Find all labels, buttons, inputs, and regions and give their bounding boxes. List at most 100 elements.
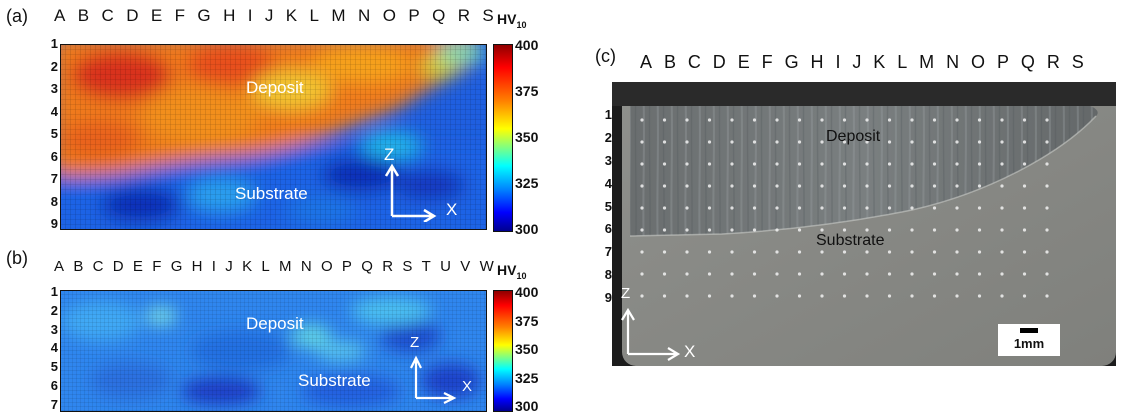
panel-b-unit: HV10	[497, 262, 527, 281]
row-label: 5	[604, 198, 612, 214]
indent-dot	[1022, 250, 1027, 254]
column-label: Q	[432, 6, 446, 25]
panel-c-label: (c)	[595, 46, 616, 66]
indent-dot	[977, 184, 982, 188]
indent-dot	[910, 118, 914, 122]
indent-dot	[1045, 294, 1049, 298]
indent-dot	[910, 140, 914, 144]
indent-dot	[1022, 272, 1027, 276]
column-label: F	[152, 258, 162, 275]
column-label: E	[737, 52, 750, 72]
indent-dot	[887, 206, 892, 210]
indent-dot	[662, 206, 667, 210]
panel-c-axis-z: Z	[621, 285, 631, 302]
indent-dot	[932, 140, 937, 144]
column-label: F	[761, 52, 773, 72]
indent-dot	[887, 250, 892, 254]
panel-a-axis-indicator	[380, 146, 450, 224]
column-label: B	[73, 258, 84, 275]
row-label: 2	[50, 302, 58, 318]
column-label: R	[1046, 52, 1060, 72]
indent-dot	[1022, 206, 1027, 210]
indent-dot	[955, 162, 959, 166]
column-label: B	[663, 52, 676, 72]
column-label: N	[358, 6, 371, 25]
row-label: 8	[604, 267, 612, 283]
column-label: O	[320, 258, 333, 275]
column-label: G	[784, 52, 799, 72]
indent-dot	[955, 228, 959, 232]
indent-dot	[640, 140, 644, 144]
row-label: 1	[50, 284, 58, 299]
indent-dot	[910, 250, 914, 254]
row-label: 6	[604, 221, 612, 237]
indent-dot	[685, 118, 689, 122]
indent-dot	[662, 140, 667, 144]
indent-dot	[820, 162, 824, 166]
indent-dot	[977, 118, 982, 122]
column-label: E	[150, 6, 163, 25]
indent-dot	[1045, 206, 1049, 210]
column-label: Q	[361, 258, 373, 275]
indent-dot	[1045, 184, 1049, 188]
indent-dot	[797, 140, 802, 144]
column-label: T	[421, 258, 431, 275]
panel-a-label: (a)	[6, 6, 28, 26]
panel-b-axis-indicator	[406, 346, 466, 406]
indent-dot	[707, 294, 712, 298]
row-label: 8	[50, 193, 58, 209]
column-label: J	[852, 52, 862, 72]
indent-dot	[730, 184, 734, 188]
column-label: S	[402, 258, 413, 275]
row-label: 2	[50, 58, 58, 74]
indent-dot	[730, 118, 734, 122]
indent-dot	[910, 294, 914, 298]
column-label: V	[460, 258, 471, 275]
indent-dot	[910, 272, 914, 276]
column-label: K	[285, 6, 298, 25]
panel-c-axis-indicator	[618, 296, 698, 362]
indent-dot	[1045, 250, 1049, 254]
column-label: N	[300, 258, 312, 275]
indent-dot	[662, 228, 667, 232]
colorbar-tick: 325	[515, 369, 539, 386]
indent-dot	[1022, 294, 1027, 298]
panel-c-deposit-label: Deposit	[826, 128, 881, 145]
indent-dot	[797, 250, 802, 254]
indent-dot	[752, 162, 757, 166]
indent-dot	[865, 140, 869, 144]
indent-dot	[865, 118, 869, 122]
indent-dot	[707, 272, 712, 276]
indent-dot	[820, 184, 824, 188]
indent-dot	[1022, 140, 1027, 144]
indent-dot	[1022, 162, 1027, 166]
indent-dot	[662, 294, 667, 298]
indent-dot	[730, 162, 734, 166]
indent-dot	[1045, 272, 1049, 276]
indent-dot	[887, 272, 892, 276]
indent-dot	[842, 206, 847, 210]
panel-a-row-labels: 1 2 3 4 5 6 7 8 9	[44, 36, 58, 231]
column-label: P	[996, 52, 1009, 72]
indent-dot	[752, 294, 757, 298]
panel-b-deposit-label: Deposit	[246, 314, 304, 333]
indent-dot	[955, 294, 959, 298]
indent-dot	[685, 184, 689, 188]
row-label: 7	[50, 396, 58, 412]
indent-dot	[775, 140, 779, 144]
indent-dot	[932, 206, 937, 210]
row-label: 5	[50, 126, 58, 141]
row-label: 4	[50, 340, 58, 356]
indent-dot	[775, 206, 779, 210]
indent-dot	[842, 294, 847, 298]
panel-c-micrograph	[612, 82, 1116, 366]
indent-dot	[932, 272, 937, 276]
indent-dot	[865, 206, 869, 210]
column-label: I	[835, 52, 841, 72]
indent-dot	[752, 228, 757, 232]
indent-dot	[797, 294, 802, 298]
panel-b-colorbar-ticks: 400 375 350 325 300	[515, 284, 538, 414]
